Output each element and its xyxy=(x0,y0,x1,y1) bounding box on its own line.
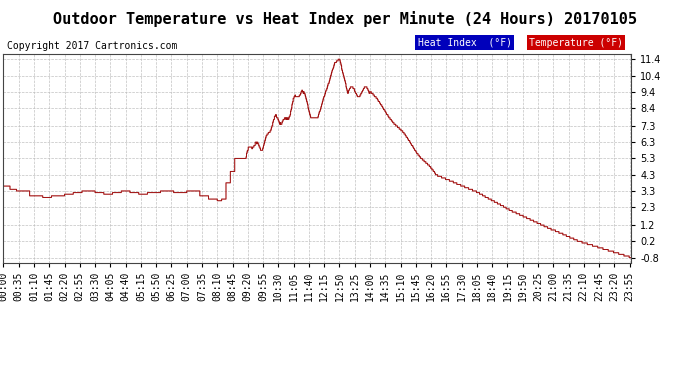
Text: Temperature (°F): Temperature (°F) xyxy=(529,38,623,48)
Text: Outdoor Temperature vs Heat Index per Minute (24 Hours) 20170105: Outdoor Temperature vs Heat Index per Mi… xyxy=(53,11,637,27)
Text: Copyright 2017 Cartronics.com: Copyright 2017 Cartronics.com xyxy=(7,41,177,51)
Text: Heat Index  (°F): Heat Index (°F) xyxy=(418,38,512,48)
